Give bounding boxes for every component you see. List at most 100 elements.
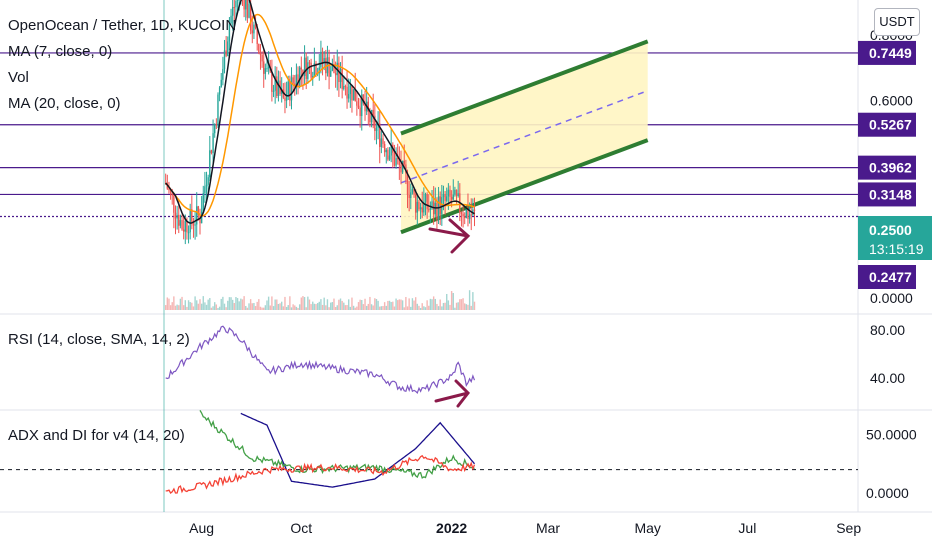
candle-body — [285, 95, 288, 101]
candle-body — [287, 81, 289, 96]
candle-body — [410, 192, 412, 198]
volume-bar — [397, 300, 399, 310]
volume-bar — [330, 302, 332, 310]
volume-bar — [280, 301, 283, 310]
price-badge — [858, 40, 916, 65]
candle-body — [450, 196, 453, 200]
channel-fill — [400, 41, 648, 233]
candle-body — [393, 152, 396, 166]
volume-bar — [243, 296, 245, 310]
candle-body — [248, 3, 250, 18]
candle-body — [421, 207, 423, 213]
volume-bar — [473, 301, 476, 310]
price-panel[interactable] — [0, 0, 858, 512]
candle-body — [259, 53, 262, 55]
volume-bar — [382, 306, 384, 310]
volume-bar — [413, 300, 415, 310]
volume-bar — [182, 305, 185, 310]
volume-bar — [339, 298, 342, 310]
adx-legend[interactable]: ADX and DI for v4 (14, 20) — [8, 427, 185, 444]
volume-bar — [380, 306, 383, 310]
candle-body — [205, 184, 208, 187]
adx-panel[interactable] — [0, 410, 858, 494]
symbol-title: OpenOcean / Tether, 1D, KUCOIN — [8, 17, 237, 34]
candle-body — [398, 158, 401, 166]
volume-bar — [313, 303, 316, 310]
candle-body — [220, 79, 222, 88]
candle-body — [245, 0, 247, 10]
price-badge-label: 0.2477 — [869, 269, 912, 285]
volume-bar — [184, 300, 186, 310]
candle-body — [333, 63, 335, 74]
channel-upper-line — [400, 39, 649, 136]
volume-bar — [303, 297, 306, 310]
volume-bar — [370, 304, 373, 310]
candle-body — [266, 68, 268, 70]
volume-bar — [279, 303, 281, 310]
volume-bar — [434, 298, 436, 310]
volume-bar — [444, 302, 446, 310]
candle-body — [446, 196, 448, 201]
candle-body — [328, 57, 330, 77]
candle-body — [222, 68, 224, 80]
rsi-line — [165, 325, 476, 394]
candle-body — [210, 150, 213, 154]
volume-bar — [209, 298, 211, 310]
volume-bar — [227, 300, 229, 310]
ma20-legend[interactable]: MA (20, close, 0) — [8, 95, 121, 112]
candle-body — [223, 50, 226, 69]
vol-legend[interactable]: Vol — [8, 69, 29, 86]
volume-bar — [470, 305, 472, 310]
candle-body — [168, 188, 170, 190]
volume-bar — [189, 302, 191, 310]
candle-body — [447, 189, 450, 197]
x-tick-label: Mar — [536, 520, 560, 536]
candle-body — [423, 201, 425, 213]
ma7-legend[interactable]: MA (7, close, 0) — [8, 43, 113, 60]
candle-body — [413, 189, 415, 195]
volume-bar — [387, 300, 389, 310]
candle-body — [298, 67, 301, 87]
annotation-arrow-price — [428, 218, 471, 254]
volume-bar — [233, 303, 236, 310]
rsi-legend[interactable]: RSI (14, close, SMA, 14, 2) — [8, 331, 190, 348]
candle-body — [465, 209, 468, 218]
candle-body — [323, 58, 325, 63]
volume-bar — [408, 298, 410, 310]
volume-bar — [457, 302, 459, 310]
x-tick-label: Sep — [836, 520, 861, 536]
volume-bar — [300, 297, 303, 310]
candle-body — [192, 221, 195, 226]
volume-bar — [228, 297, 231, 310]
candle-body — [212, 133, 214, 154]
volume-bar — [432, 296, 435, 310]
volume-bar — [259, 306, 262, 310]
candle-body — [233, 7, 236, 9]
volume-bar — [372, 305, 374, 310]
candle-body — [204, 186, 206, 194]
candle-body — [470, 214, 472, 216]
adx-line — [240, 412, 476, 488]
rsi-tick-label: 80.00 — [870, 322, 905, 338]
candle-body — [367, 101, 370, 112]
candle-body — [374, 115, 376, 131]
candle-body — [310, 62, 312, 78]
volume-bar — [320, 299, 322, 310]
candle-body — [295, 74, 298, 87]
volume-bar — [192, 306, 195, 310]
candle-body — [305, 57, 307, 79]
volume-bar — [465, 304, 468, 310]
candle-body — [395, 158, 397, 166]
candle-body — [249, 3, 252, 31]
volume-bar — [297, 307, 299, 310]
volume-bar — [266, 300, 268, 310]
volume-bar — [411, 298, 414, 310]
candle-body — [182, 229, 185, 232]
candle-body — [228, 23, 231, 42]
candle-body — [468, 214, 471, 220]
currency-button[interactable]: USDT — [874, 8, 920, 36]
rsi-panel[interactable] — [165, 325, 476, 408]
volume-bar — [428, 305, 430, 310]
volume-bar — [214, 302, 216, 310]
